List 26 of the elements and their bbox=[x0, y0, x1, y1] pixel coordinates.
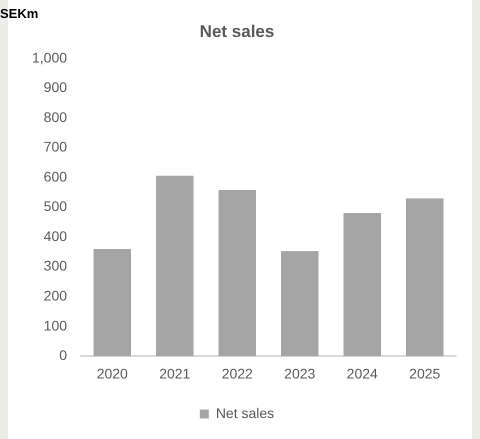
y-tick-label: 100 bbox=[44, 317, 68, 334]
bar bbox=[344, 212, 382, 356]
y-tick-label: 800 bbox=[44, 108, 68, 125]
y-tick-label: 500 bbox=[44, 198, 68, 214]
chart-title: Net sales bbox=[200, 22, 274, 41]
y-tick-label: 700 bbox=[44, 138, 68, 155]
y-axis-title: SEKm bbox=[0, 6, 38, 21]
bar bbox=[218, 190, 256, 356]
x-tick-label: 2021 bbox=[159, 365, 191, 382]
bar bbox=[281, 251, 319, 356]
y-tick-label: 0 bbox=[59, 347, 68, 364]
x-tick-label: 2020 bbox=[96, 365, 128, 382]
x-tick-label: 2023 bbox=[284, 365, 316, 382]
y-tick-label: 900 bbox=[44, 79, 68, 96]
bar bbox=[94, 248, 132, 356]
y-tick-label: 600 bbox=[44, 168, 68, 184]
y-tick-label: 400 bbox=[44, 228, 68, 244]
y-tick-label: 200 bbox=[44, 288, 68, 304]
y-tick-label: 1,000 bbox=[32, 49, 68, 66]
x-tick-label: 2024 bbox=[346, 365, 378, 382]
legend-label: Net sales bbox=[216, 404, 274, 421]
bar bbox=[156, 176, 194, 356]
x-tick-label: 2022 bbox=[222, 365, 254, 382]
bar bbox=[406, 198, 444, 356]
x-tick-label: 2025 bbox=[409, 365, 441, 382]
y-tick-label: 300 bbox=[44, 258, 68, 274]
